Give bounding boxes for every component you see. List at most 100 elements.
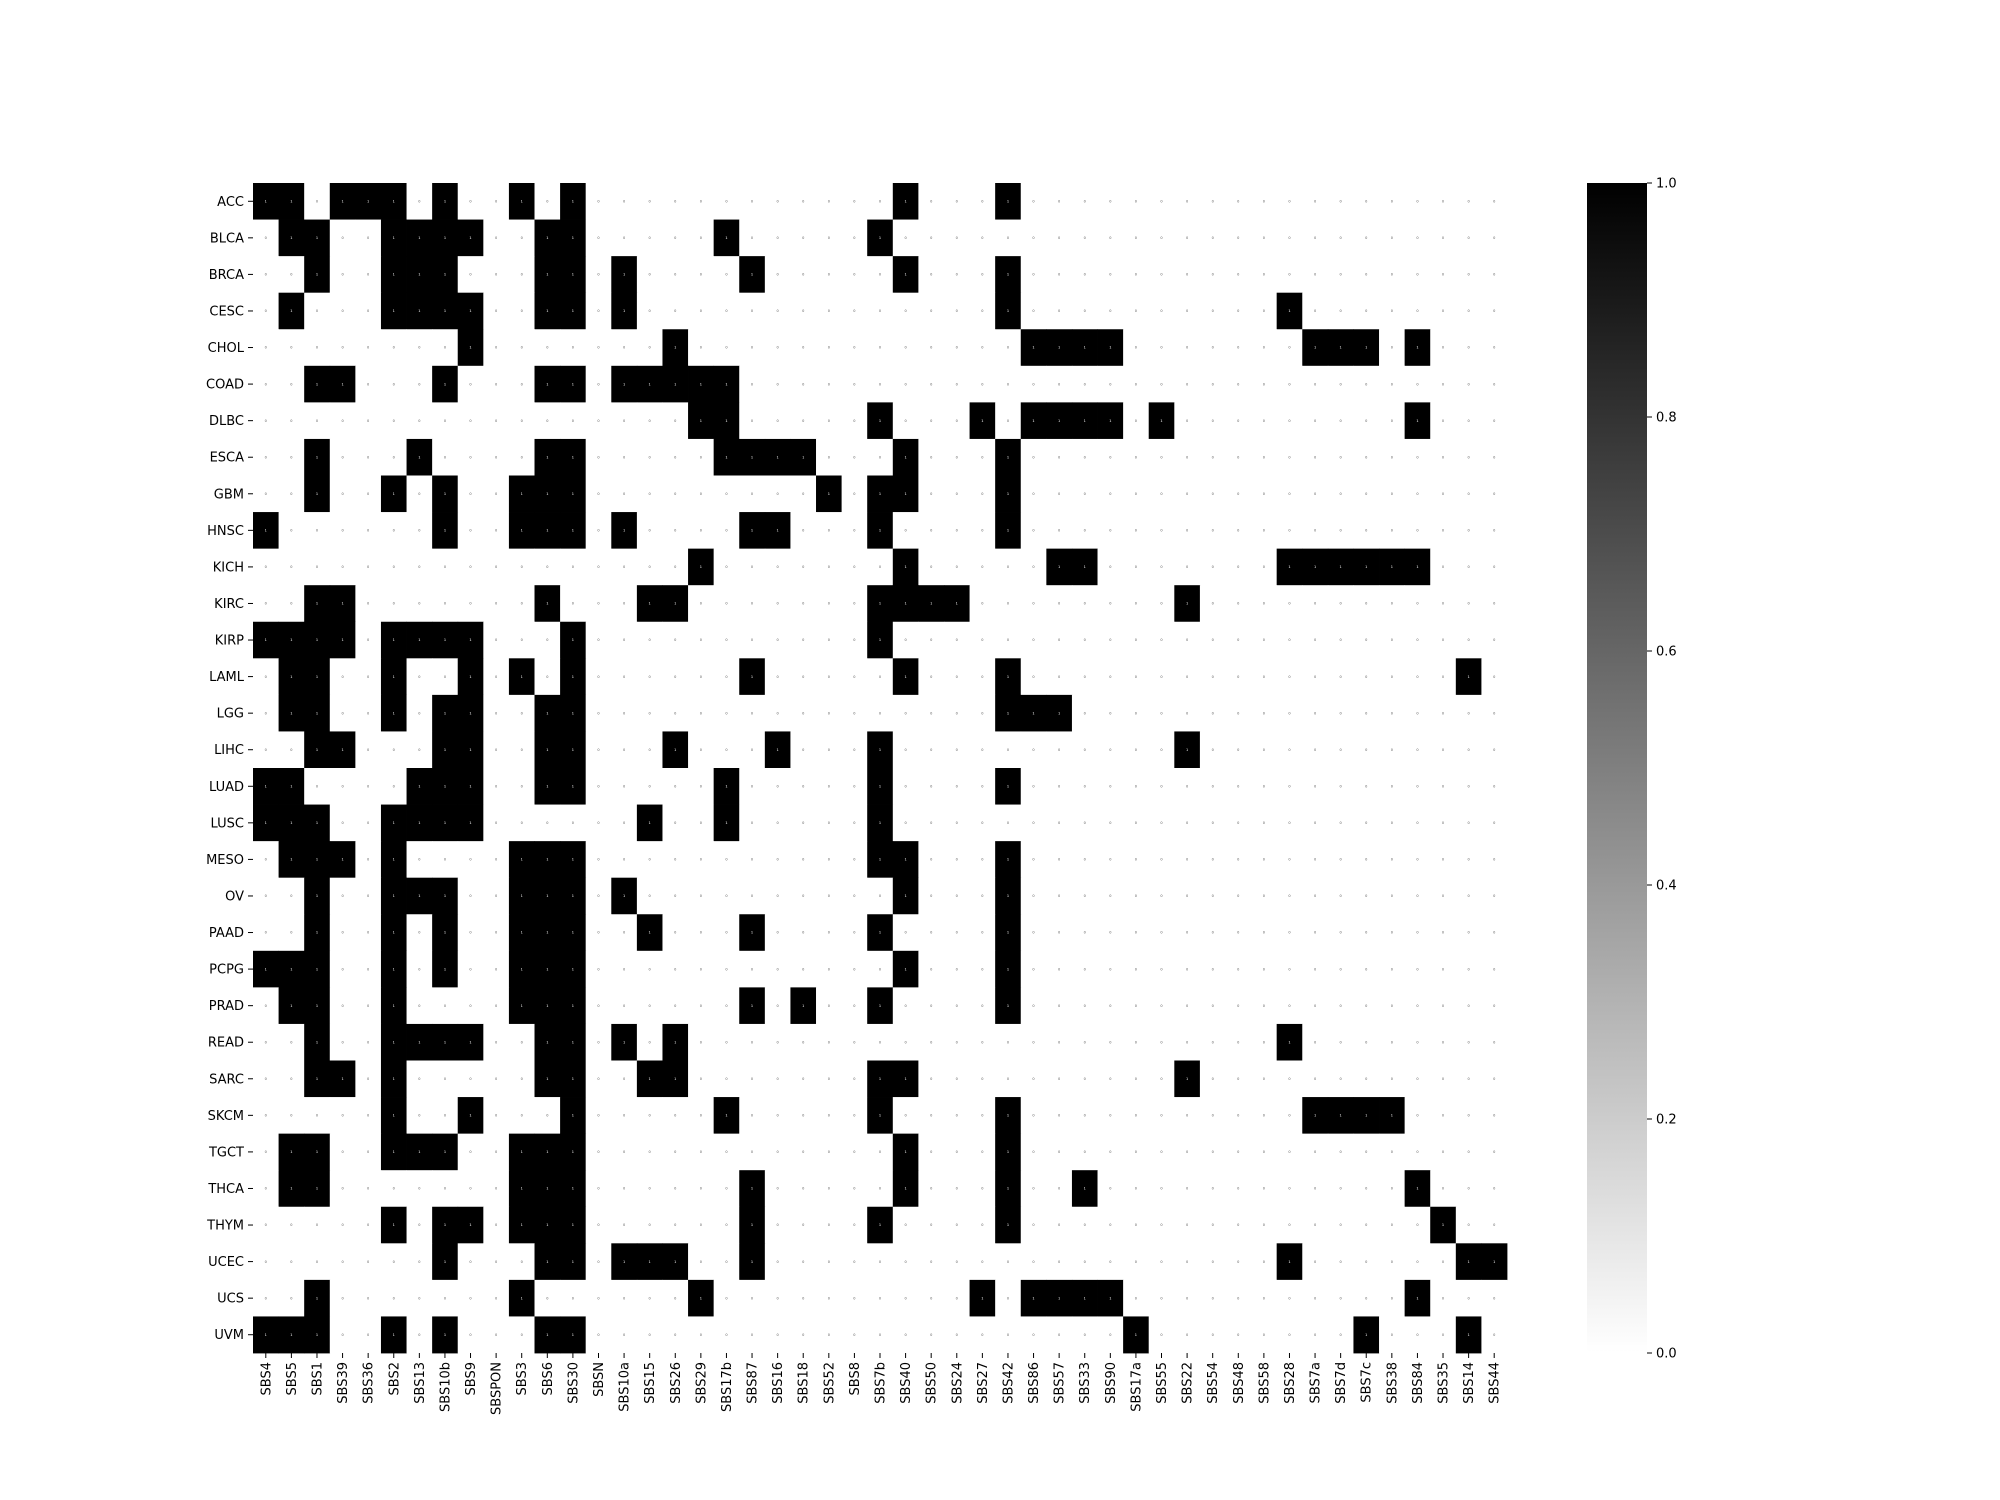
cell-value-label: 1 — [1288, 1260, 1290, 1264]
cell-value-label: 0 — [341, 565, 343, 569]
cell-value-label: 0 — [1186, 1114, 1188, 1118]
x-tick-label: SBS38 — [1385, 1362, 1400, 1404]
cell-value-label: 0 — [1160, 894, 1162, 898]
cell-value-label: 0 — [1442, 1150, 1444, 1154]
cell-value-label: 0 — [1467, 1004, 1469, 1008]
cell-value-label: 0 — [1314, 1077, 1316, 1081]
cell-value-label: 1 — [444, 382, 446, 386]
cell-value-label: 1 — [290, 1004, 292, 1008]
cell-value-label: 0 — [1084, 236, 1086, 240]
cell-value-label: 0 — [1032, 894, 1034, 898]
cell-value-label: 0 — [700, 1187, 702, 1191]
cell-value-label: 0 — [1416, 858, 1418, 862]
cell-value-label: 0 — [367, 236, 369, 240]
cell-value-label: 0 — [367, 967, 369, 971]
cell-value-label: 1 — [546, 1004, 548, 1008]
cell-value-label: 0 — [956, 309, 958, 313]
x-tick-label: SBS24 — [950, 1362, 965, 1404]
cell-value-label: 0 — [649, 1114, 651, 1118]
cell-value-label: 0 — [290, 346, 292, 350]
cell-value-label: 0 — [1237, 1187, 1239, 1191]
cell-value-label: 1 — [265, 529, 267, 533]
cell-value-label: 0 — [1135, 1223, 1137, 1227]
cell-value-label: 1 — [725, 784, 727, 788]
cell-value-label: 0 — [674, 1004, 676, 1008]
cell-value-label: 0 — [1288, 821, 1290, 825]
cell-value-label: 0 — [1084, 1040, 1086, 1044]
y-tick-label: GBM — [214, 487, 244, 502]
cell-value-label: 0 — [367, 565, 369, 569]
x-tick-label: SBS22 — [1181, 1362, 1196, 1404]
cell-value-label: 0 — [674, 1150, 676, 1154]
cell-value-label: 0 — [649, 638, 651, 642]
cell-value-label: 0 — [853, 1187, 855, 1191]
cell-value-label: 0 — [700, 602, 702, 606]
cell-value-label: 0 — [725, 894, 727, 898]
cell-value-label: 1 — [316, 1333, 318, 1337]
cell-value-label: 0 — [1186, 346, 1188, 350]
cell-value-label: 0 — [1237, 529, 1239, 533]
cell-value-label: 0 — [265, 382, 267, 386]
x-tick-label: SBS7c — [1360, 1362, 1375, 1403]
cell-value-label: 0 — [367, 1296, 369, 1300]
cell-value-label: 1 — [879, 931, 881, 935]
cell-value-label: 0 — [1365, 1260, 1367, 1264]
cell-value-label: 0 — [1314, 967, 1316, 971]
cell-value-label: 0 — [290, 748, 292, 752]
cell-value-label: 1 — [393, 894, 395, 898]
cell-value-label: 0 — [1442, 529, 1444, 533]
cell-value-label: 0 — [828, 711, 830, 715]
y-tick-label: LUSC — [211, 816, 244, 831]
cell-value-label: 1 — [393, 309, 395, 313]
cell-value-label: 1 — [546, 273, 548, 277]
cell-value-label: 0 — [1493, 492, 1495, 496]
cell-value-label: 0 — [1288, 1150, 1290, 1154]
cell-value-label: 0 — [1109, 1077, 1111, 1081]
cell-value-label: 0 — [1391, 1187, 1393, 1191]
cell-value-label: 0 — [265, 675, 267, 679]
cell-value-label: 1 — [1007, 199, 1009, 203]
cell-value-label: 0 — [1416, 638, 1418, 642]
cell-value-label: 0 — [1007, 602, 1009, 606]
x-axis: SBS4 SBS5 SBS1 SBS39 SBS36 SBS2 SBS13 SBS10b SBS… — [259, 1353, 1502, 1415]
cell-value-label: 0 — [1109, 638, 1111, 642]
cell-value-label: 1 — [1340, 1114, 1342, 1118]
cell-value-label: 1 — [1365, 565, 1367, 569]
cell-value-label: 0 — [316, 1223, 318, 1227]
x-tick-label: SBS9 — [464, 1362, 479, 1395]
cell-value-label: 0 — [853, 1296, 855, 1300]
cell-value-label: 0 — [597, 602, 599, 606]
x-tick-label: SBS6 — [541, 1362, 556, 1395]
cell-value-label: 0 — [495, 894, 497, 898]
y-tick-label: KIRP — [215, 634, 244, 649]
cell-value-label: 0 — [1186, 1150, 1188, 1154]
cell-value-label: 0 — [751, 858, 753, 862]
cell-value-label: 0 — [1135, 309, 1137, 313]
cell-value-label: 0 — [1135, 821, 1137, 825]
cell-value-label: 0 — [265, 236, 267, 240]
cell-value-label: 0 — [265, 1260, 267, 1264]
cell-value-label: 1 — [649, 821, 651, 825]
cell-value-label: 0 — [1135, 273, 1137, 277]
x-tick-label: SBS28 — [1283, 1362, 1298, 1404]
y-tick-label: UVM — [214, 1328, 244, 1343]
cell-value-label: 0 — [751, 967, 753, 971]
cell-value-label: 0 — [572, 821, 574, 825]
cell-value-label: 0 — [649, 675, 651, 679]
cell-value-label: 0 — [1263, 821, 1265, 825]
cell-value-label: 0 — [469, 967, 471, 971]
cell-value-label: 0 — [1467, 638, 1469, 642]
cell-value-label: 0 — [1365, 638, 1367, 642]
cell-value-label: 0 — [802, 419, 804, 423]
cell-value-label: 1 — [469, 1114, 471, 1118]
cell-value-label: 0 — [367, 821, 369, 825]
cell-value-label: 0 — [1416, 967, 1418, 971]
cell-value-label: 0 — [341, 931, 343, 935]
x-tick-label: SBS33 — [1078, 1362, 1093, 1404]
cell-value-label: 1 — [393, 1077, 395, 1081]
cell-value-label: 0 — [1135, 1296, 1137, 1300]
cell-value-label: 0 — [904, 309, 906, 313]
cell-value-label: 0 — [393, 419, 395, 423]
cell-value-label: 0 — [828, 419, 830, 423]
cell-value-label: 0 — [1493, 565, 1495, 569]
